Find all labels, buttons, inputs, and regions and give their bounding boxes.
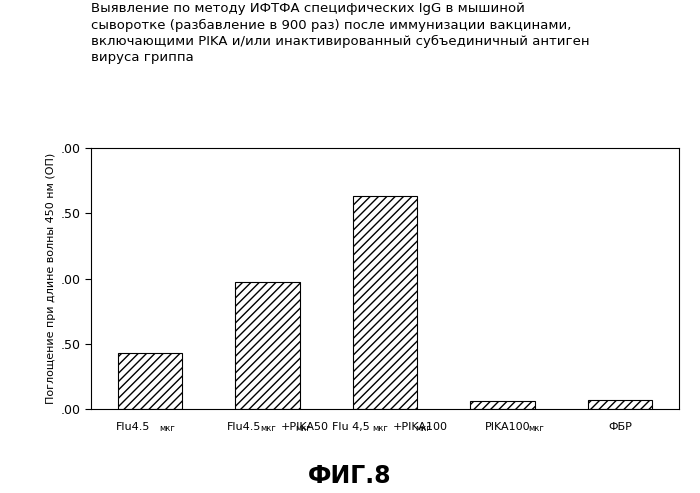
Text: мкг: мкг xyxy=(528,423,544,432)
Text: ФБР: ФБР xyxy=(608,422,632,432)
Bar xyxy=(588,400,652,409)
Bar xyxy=(470,401,535,409)
Text: ФИГ.8: ФИГ.8 xyxy=(308,464,392,488)
Text: Выявление по методу ИФТФА специфических IgG в мышиной
сыворотке (разбавление в 9: Выявление по методу ИФТФА специфических … xyxy=(91,2,589,64)
Bar xyxy=(235,282,300,409)
Text: +PIKA50: +PIKA50 xyxy=(281,422,329,432)
Text: мкг: мкг xyxy=(295,423,312,432)
Text: +PIKA100: +PIKA100 xyxy=(393,422,448,432)
Bar xyxy=(353,196,417,409)
Text: мкг: мкг xyxy=(416,423,431,432)
Text: Flu4.5: Flu4.5 xyxy=(226,422,261,432)
Text: мкг: мкг xyxy=(372,423,388,432)
Text: PIKA100: PIKA100 xyxy=(485,422,531,432)
Text: мкг: мкг xyxy=(160,423,175,432)
Text: Flu 4,5: Flu 4,5 xyxy=(332,422,370,432)
Text: Flu4.5: Flu4.5 xyxy=(116,422,150,432)
Y-axis label: Поглощение при длине волны 450 нм (ОП): Поглощение при длине волны 450 нм (ОП) xyxy=(46,153,57,404)
Text: мкг: мкг xyxy=(260,423,276,432)
Bar xyxy=(118,353,182,409)
